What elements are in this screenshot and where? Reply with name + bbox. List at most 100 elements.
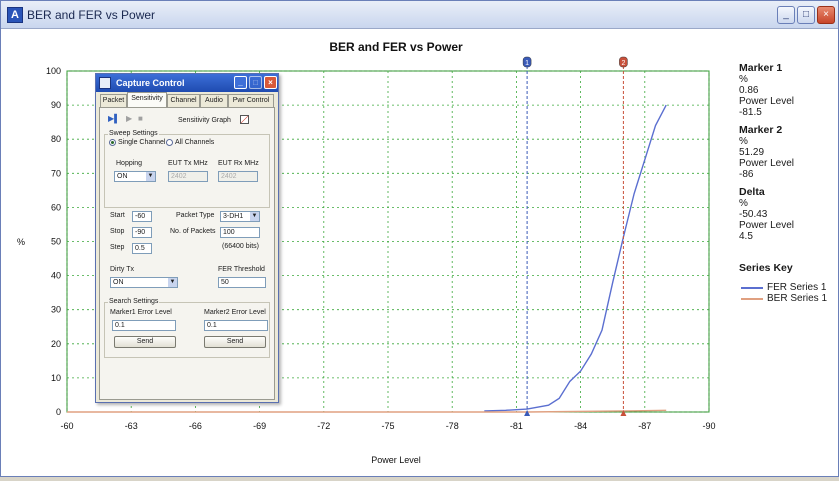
bits-note: (66400 bits): [222, 243, 259, 250]
dialog-close-button[interactable]: ×: [264, 76, 277, 89]
chart-title: BER and FER vs Power: [329, 40, 463, 54]
stop-field[interactable]: -90: [132, 227, 152, 238]
marker2-send-button[interactable]: Send: [204, 336, 266, 348]
start-field[interactable]: -60: [132, 211, 152, 222]
y-tick-label: 10: [51, 373, 61, 383]
close-button[interactable]: ×: [817, 6, 835, 24]
title-bar[interactable]: A BER and FER vs Power _ □ ×: [1, 1, 838, 29]
marker1-power: -81.5: [739, 107, 762, 118]
fer-threshold-field[interactable]: 50: [218, 277, 266, 288]
window-title: BER and FER vs Power: [27, 8, 156, 22]
marker-2-id: 2: [621, 60, 625, 67]
hopping-select[interactable]: ON ▼: [114, 171, 156, 182]
eut-rx-field[interactable]: 2402: [218, 171, 258, 182]
legend-swatch-ber: [741, 298, 763, 300]
dialog-maximize-button[interactable]: □: [249, 76, 262, 89]
x-tick-label: -87: [638, 421, 651, 431]
marker2-power: -86: [739, 169, 754, 180]
marker2-value: 51.29: [739, 147, 765, 158]
tab-channel[interactable]: Channel: [167, 94, 200, 107]
sensitivity-graph-label: Sensitivity Graph: [178, 117, 231, 124]
x-tick-label: -84: [574, 421, 587, 431]
packet-type-label: Packet Type: [176, 212, 215, 219]
marker-2-handle: [619, 56, 628, 68]
dialog-title: Capture Control: [116, 78, 185, 88]
all-channels-radio[interactable]: [166, 139, 173, 146]
marker1-value: 0.86: [739, 85, 759, 96]
y-tick-label: 80: [51, 134, 61, 144]
step-field[interactable]: 0.5: [132, 243, 152, 254]
tab-audio[interactable]: Audio: [200, 94, 228, 107]
delta-power-label: Power Level: [739, 220, 795, 231]
marker1-power-label: Power Level: [739, 96, 795, 107]
start-label: Start: [110, 212, 125, 219]
dirty-tx-select[interactable]: ON ▼: [110, 277, 178, 288]
packet-type-select[interactable]: 3-DH1 ▼: [220, 211, 260, 222]
dirty-tx-value: ON: [113, 279, 124, 286]
dirty-tx-label: Dirty Tx: [110, 266, 134, 273]
app-icon: A: [7, 7, 23, 23]
single-channel-label: Single Channel: [118, 139, 166, 146]
run-icon[interactable]: ▶▌: [108, 114, 120, 123]
y-tick-label: 30: [51, 305, 61, 315]
delta-power: 4.5: [739, 231, 753, 242]
marker2-error-field[interactable]: 0.1: [204, 320, 268, 331]
y-tick-label: 100: [46, 66, 61, 76]
marker-1-id: 1: [525, 60, 529, 67]
delta-title: Delta: [739, 186, 765, 198]
series-line-ber: [67, 409, 667, 413]
all-channels-label: All Channels: [175, 139, 215, 146]
sweep-settings-group: [104, 134, 270, 208]
search-settings-label: Search Settings: [108, 298, 160, 305]
legend-item-fer: FER Series 1: [739, 282, 827, 293]
series-key: Series Key FER Series 1 BER Series 1: [739, 263, 827, 305]
marker1-error-label: Marker1 Error Level: [110, 309, 172, 316]
y-tick-label: 0: [56, 407, 61, 417]
y-tick-label: 20: [51, 339, 61, 349]
delta-readout: Delta % -50.43 Power Level 4.5: [739, 186, 795, 243]
hopping-label: Hopping: [116, 160, 143, 167]
graph-icon[interactable]: [240, 115, 249, 124]
marker2-unit: %: [739, 136, 748, 147]
marker2-error-label: Marker2 Error Level: [204, 309, 266, 316]
marker2-readout: Marker 2 % 51.29 Power Level -86: [739, 124, 794, 181]
sweep-settings-label: Sweep Settings: [108, 130, 159, 137]
no-packets-field[interactable]: 100: [220, 227, 260, 238]
minimize-button[interactable]: _: [777, 6, 795, 24]
eut-tx-field[interactable]: 2402: [168, 171, 208, 182]
single-channel-radio[interactable]: [109, 139, 116, 146]
marker1-error-field[interactable]: 0.1: [112, 320, 176, 331]
y-tick-label: 60: [51, 202, 61, 212]
tab-packet[interactable]: Packet: [100, 94, 127, 107]
capture-control-dialog[interactable]: Capture Control _ □ × Packet Sensitivity…: [95, 73, 279, 403]
x-tick-label: -81: [510, 421, 523, 431]
x-axis-label: Power Level: [371, 455, 421, 465]
series-line-fer: [484, 104, 667, 412]
step-label: Step: [110, 244, 125, 251]
chevron-down-icon: ▼: [250, 212, 259, 221]
delta-value: -50.43: [739, 209, 768, 220]
marker-1-foot: [524, 410, 531, 416]
search-settings-group: [104, 302, 270, 358]
legend-swatch-fer: [741, 287, 763, 289]
tab-pwr-control[interactable]: Pwr Control: [228, 94, 274, 107]
stop-icon[interactable]: ■: [138, 114, 143, 123]
x-tick-label: -66: [189, 421, 202, 431]
marker1-readout: Marker 1 % 0.86 Power Level -81.5: [739, 63, 795, 119]
marker-1-handle: [522, 56, 532, 68]
marker2-title: Marker 2: [739, 124, 783, 136]
tab-sensitivity[interactable]: Sensitivity: [127, 92, 167, 107]
marker1-unit: %: [739, 74, 748, 85]
y-tick-label: 40: [51, 271, 61, 281]
dialog-title-bar[interactable]: Capture Control _ □ ×: [96, 74, 278, 92]
eut-tx-label: EUT Tx MHz: [168, 160, 208, 167]
marker-2-foot: [620, 410, 627, 416]
eut-rx-label: EUT Rx MHz: [218, 160, 259, 167]
dialog-minimize-button[interactable]: _: [234, 76, 247, 89]
play-icon[interactable]: ▶: [126, 114, 133, 123]
marker1-send-button[interactable]: Send: [114, 336, 176, 348]
y-tick-label: 90: [51, 100, 61, 110]
x-tick-label: -90: [702, 421, 715, 431]
maximize-button[interactable]: □: [797, 6, 815, 24]
